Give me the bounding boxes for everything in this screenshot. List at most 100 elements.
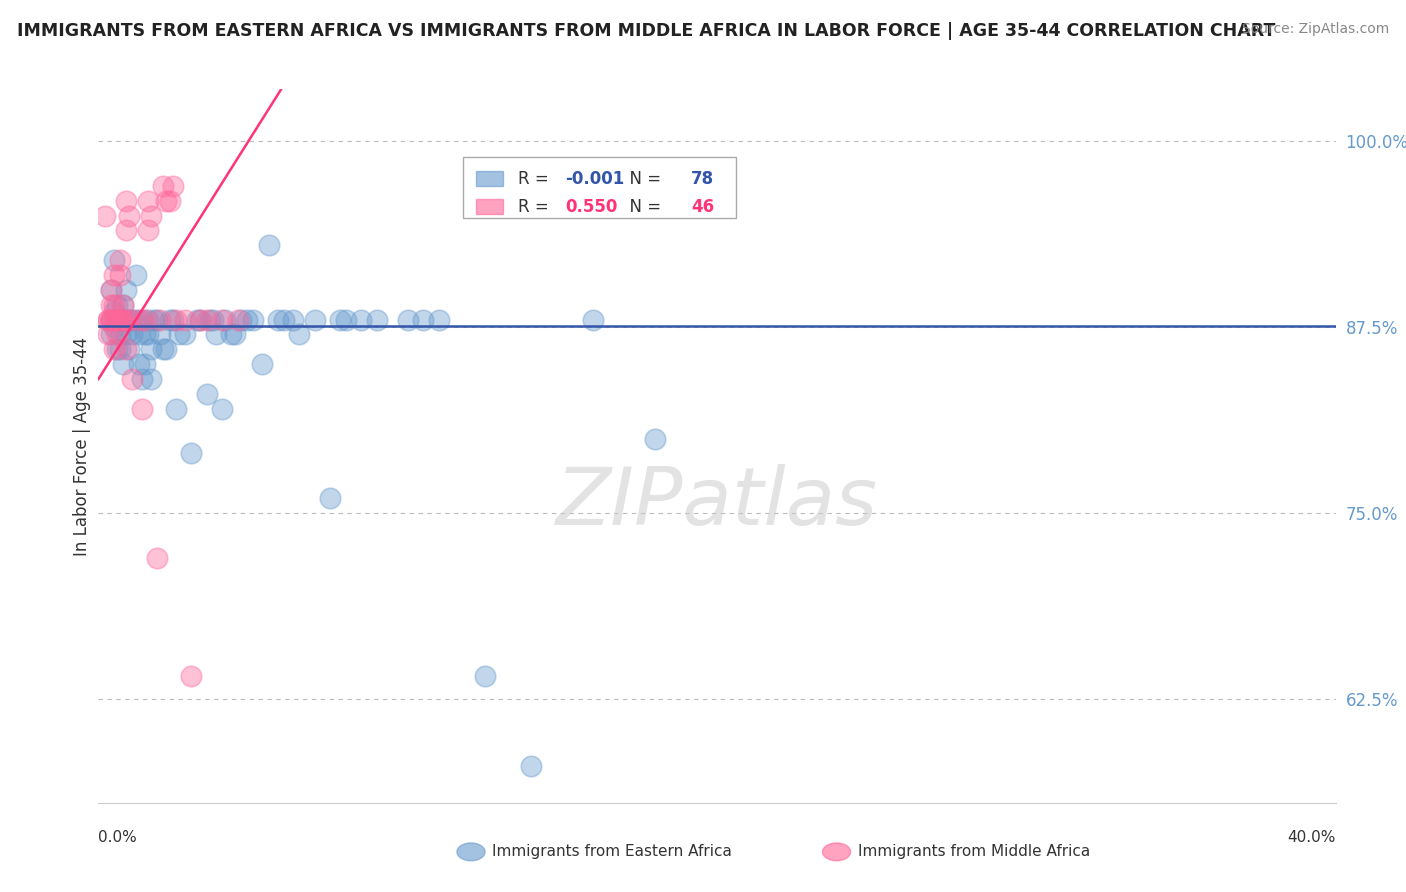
Point xyxy=(124,312,146,326)
Point xyxy=(108,312,131,326)
Point xyxy=(100,312,122,326)
Point xyxy=(112,312,135,326)
Point xyxy=(112,298,135,312)
Text: IMMIGRANTS FROM EASTERN AFRICA VS IMMIGRANTS FROM MIDDLE AFRICA IN LABOR FORCE |: IMMIGRANTS FROM EASTERN AFRICA VS IMMIGR… xyxy=(17,22,1275,40)
Point xyxy=(180,669,202,683)
Point xyxy=(97,312,120,326)
Y-axis label: In Labor Force | Age 35-44: In Labor Force | Age 35-44 xyxy=(73,336,91,556)
Point xyxy=(520,758,543,772)
Point xyxy=(115,327,138,342)
Point xyxy=(105,312,128,326)
Point xyxy=(174,327,197,342)
Point xyxy=(115,223,138,237)
Point xyxy=(112,298,135,312)
Point xyxy=(115,194,138,208)
Point xyxy=(582,312,605,326)
Point xyxy=(115,283,138,297)
Point xyxy=(165,312,187,326)
Text: 0.550: 0.550 xyxy=(565,197,617,216)
Point xyxy=(103,268,125,282)
Point xyxy=(152,343,174,357)
Point xyxy=(112,357,135,371)
Point xyxy=(257,238,280,252)
Point xyxy=(644,432,666,446)
Point xyxy=(304,312,326,326)
Point xyxy=(103,343,125,357)
Point xyxy=(124,268,146,282)
Point xyxy=(335,312,357,326)
Text: Immigrants from Middle Africa: Immigrants from Middle Africa xyxy=(858,845,1090,859)
Point xyxy=(149,312,172,326)
Point xyxy=(115,312,138,326)
Point xyxy=(226,312,249,326)
Point xyxy=(131,312,153,326)
Point xyxy=(224,327,246,342)
Point xyxy=(146,312,169,326)
Point xyxy=(195,387,218,401)
Point xyxy=(136,312,159,326)
Point xyxy=(229,312,252,326)
Point xyxy=(103,320,125,334)
FancyBboxPatch shape xyxy=(475,171,503,186)
Point xyxy=(103,298,125,312)
Point xyxy=(108,327,131,342)
Point xyxy=(103,253,125,268)
Point xyxy=(427,312,450,326)
Point xyxy=(159,312,181,326)
Text: 0.0%: 0.0% xyxy=(98,830,138,845)
Point xyxy=(93,209,115,223)
Point xyxy=(283,312,305,326)
Point xyxy=(100,298,122,312)
Point xyxy=(143,312,166,326)
Point xyxy=(190,312,212,326)
Point xyxy=(108,253,131,268)
Point xyxy=(329,312,352,326)
Point xyxy=(211,401,233,416)
Point xyxy=(128,312,150,326)
Point xyxy=(105,312,128,326)
Point xyxy=(412,312,434,326)
Text: N =: N = xyxy=(619,169,666,187)
Point xyxy=(121,312,143,326)
Point xyxy=(195,312,218,326)
Point xyxy=(118,343,141,357)
Point xyxy=(115,343,138,357)
Point xyxy=(100,312,122,326)
Point xyxy=(190,312,212,326)
Point xyxy=(108,268,131,282)
Point xyxy=(155,343,177,357)
Point xyxy=(134,327,156,342)
Point xyxy=(118,312,141,326)
Point xyxy=(128,357,150,371)
Point xyxy=(167,327,190,342)
Point xyxy=(105,327,128,342)
Point xyxy=(131,401,153,416)
Point xyxy=(236,312,259,326)
Point xyxy=(174,312,197,326)
Point xyxy=(136,223,159,237)
Point xyxy=(108,343,131,357)
Point xyxy=(105,312,128,326)
Point xyxy=(136,327,159,342)
Text: 40.0%: 40.0% xyxy=(1288,830,1336,845)
Point xyxy=(288,327,311,342)
Point xyxy=(103,312,125,326)
Point xyxy=(100,283,122,297)
Point xyxy=(105,343,128,357)
Point xyxy=(139,372,162,386)
Point xyxy=(118,312,141,326)
Point xyxy=(121,327,143,342)
Point xyxy=(252,357,274,371)
Point xyxy=(97,327,120,342)
Point xyxy=(139,209,162,223)
FancyBboxPatch shape xyxy=(464,157,735,218)
Point xyxy=(155,194,177,208)
Point xyxy=(118,209,141,223)
FancyBboxPatch shape xyxy=(475,199,503,214)
Point xyxy=(180,446,202,460)
Point xyxy=(149,327,172,342)
Point xyxy=(162,178,184,193)
Text: 78: 78 xyxy=(692,169,714,187)
Text: ZIPatlas: ZIPatlas xyxy=(555,464,879,542)
Point xyxy=(273,312,295,326)
